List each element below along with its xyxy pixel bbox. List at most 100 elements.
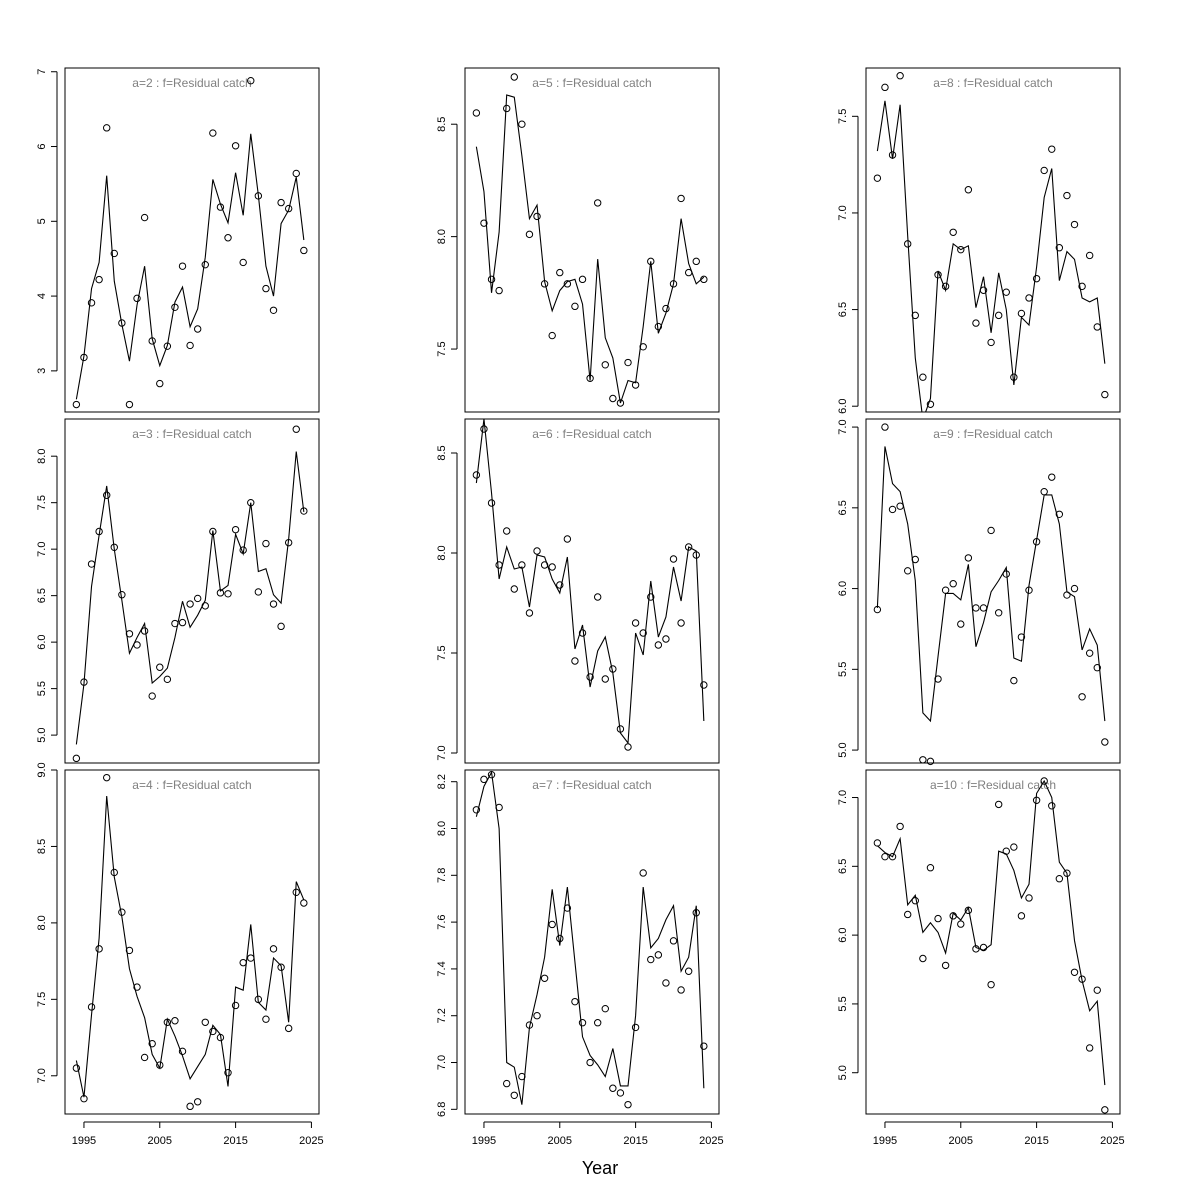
observed-point bbox=[269, 945, 278, 953]
observed-point bbox=[1085, 1044, 1094, 1052]
observed-point bbox=[510, 585, 518, 593]
observed-point bbox=[284, 1024, 293, 1033]
observed-point bbox=[1032, 274, 1041, 283]
observed-point bbox=[987, 338, 995, 347]
y-tick-label: 6.0 bbox=[837, 581, 849, 596]
observed-point bbox=[669, 937, 678, 945]
observed-point bbox=[156, 379, 164, 388]
observed-point bbox=[216, 589, 225, 597]
observed-point bbox=[911, 311, 919, 320]
panel-frame bbox=[865, 67, 1121, 413]
fitted-line bbox=[475, 94, 705, 404]
observed-point bbox=[540, 561, 549, 569]
x-tick-label: 1995 bbox=[873, 1135, 897, 1147]
observed-point bbox=[239, 958, 247, 967]
observed-point bbox=[601, 1004, 609, 1013]
observed-point bbox=[654, 322, 663, 331]
observed-point bbox=[700, 681, 708, 689]
observed-point bbox=[593, 1019, 602, 1027]
observed-point bbox=[941, 282, 950, 291]
observed-point bbox=[1025, 586, 1033, 594]
observed-point bbox=[125, 400, 134, 409]
observed-point bbox=[1055, 510, 1064, 518]
observed-point bbox=[556, 581, 564, 589]
observed-point bbox=[148, 1039, 156, 1048]
observed-point bbox=[300, 507, 308, 515]
observed-point bbox=[669, 280, 678, 288]
x-tick-label: 1995 bbox=[472, 1135, 496, 1147]
observed-point bbox=[525, 609, 534, 617]
observed-point bbox=[247, 954, 255, 962]
observed-point bbox=[631, 619, 640, 627]
observed-point bbox=[80, 1095, 88, 1103]
observed-point bbox=[87, 560, 96, 568]
observed-point bbox=[654, 641, 663, 649]
observed-point bbox=[300, 246, 308, 255]
x-tick-label: 1995 bbox=[72, 1135, 96, 1147]
y-tick-label: 5.0 bbox=[837, 742, 849, 757]
observed-point bbox=[87, 1003, 96, 1011]
y-tick-label: 7.0 bbox=[36, 542, 48, 557]
observed-point bbox=[1032, 796, 1041, 804]
observed-point bbox=[578, 629, 587, 637]
y-tick-label: 7.0 bbox=[36, 1068, 48, 1083]
observed-point bbox=[277, 198, 285, 207]
observed-point bbox=[201, 1018, 209, 1026]
observed-point bbox=[994, 311, 1003, 320]
observed-point bbox=[171, 619, 179, 628]
observed-point bbox=[503, 1079, 511, 1088]
observed-point bbox=[556, 268, 564, 277]
fitted-line bbox=[475, 770, 705, 1105]
x-tick-label: 2015 bbox=[1024, 1135, 1048, 1147]
y-tick-label: 3 bbox=[36, 368, 48, 374]
y-tick-label: 7.0 bbox=[436, 1055, 448, 1070]
observed-point bbox=[979, 604, 988, 612]
observed-point bbox=[125, 946, 134, 955]
observed-point bbox=[118, 591, 126, 599]
y-tick-label: 6.5 bbox=[837, 302, 849, 317]
y-tick-label: 8.0 bbox=[436, 229, 448, 244]
observed-point bbox=[639, 343, 647, 351]
observed-point bbox=[684, 268, 693, 277]
x-tick-label: 2025 bbox=[699, 1135, 723, 1147]
observed-point bbox=[1093, 664, 1101, 672]
observed-point bbox=[193, 325, 202, 333]
observed-point bbox=[269, 306, 278, 314]
observed-point bbox=[216, 203, 225, 211]
observed-point bbox=[1017, 633, 1026, 641]
observed-point bbox=[1048, 145, 1056, 153]
observed-point bbox=[609, 665, 617, 673]
observed-point bbox=[540, 974, 549, 982]
observed-point bbox=[979, 286, 988, 294]
observed-point bbox=[178, 262, 187, 270]
observed-point bbox=[873, 605, 882, 614]
panel-title: a=10 : f=Residual catch bbox=[930, 778, 1056, 792]
observed-point bbox=[224, 234, 232, 242]
observed-point bbox=[239, 546, 247, 554]
observed-point bbox=[171, 1017, 179, 1025]
observed-point bbox=[904, 240, 912, 248]
observed-point bbox=[103, 124, 111, 132]
panel-8: a=9 : f=Residual catch 5.0 5.5 6.0 6.5 7.0 bbox=[837, 418, 1121, 766]
observed-point bbox=[593, 199, 602, 207]
y-tick-label: 5.0 bbox=[36, 727, 48, 742]
observed-point bbox=[186, 341, 194, 350]
observed-point bbox=[247, 77, 255, 85]
y-tick-label: 8.5 bbox=[36, 839, 48, 854]
observed-point bbox=[616, 725, 625, 733]
y-tick-label: 8.0 bbox=[436, 545, 448, 560]
panel-4: a=5 : f=Residual catch 7.5 8.0 8.5 bbox=[436, 67, 720, 413]
observed-point bbox=[133, 983, 141, 991]
y-tick-label: 7.0 bbox=[837, 790, 849, 805]
observed-point bbox=[495, 803, 503, 812]
observed-point bbox=[957, 245, 965, 254]
observed-point bbox=[103, 773, 111, 782]
observed-point bbox=[216, 1033, 225, 1042]
observed-point bbox=[692, 551, 700, 559]
observed-point bbox=[700, 275, 708, 284]
observed-point bbox=[292, 169, 300, 178]
observed-point bbox=[1040, 487, 1048, 496]
observed-point bbox=[95, 527, 103, 536]
fitted-line bbox=[876, 446, 1106, 723]
observed-point bbox=[193, 594, 202, 603]
